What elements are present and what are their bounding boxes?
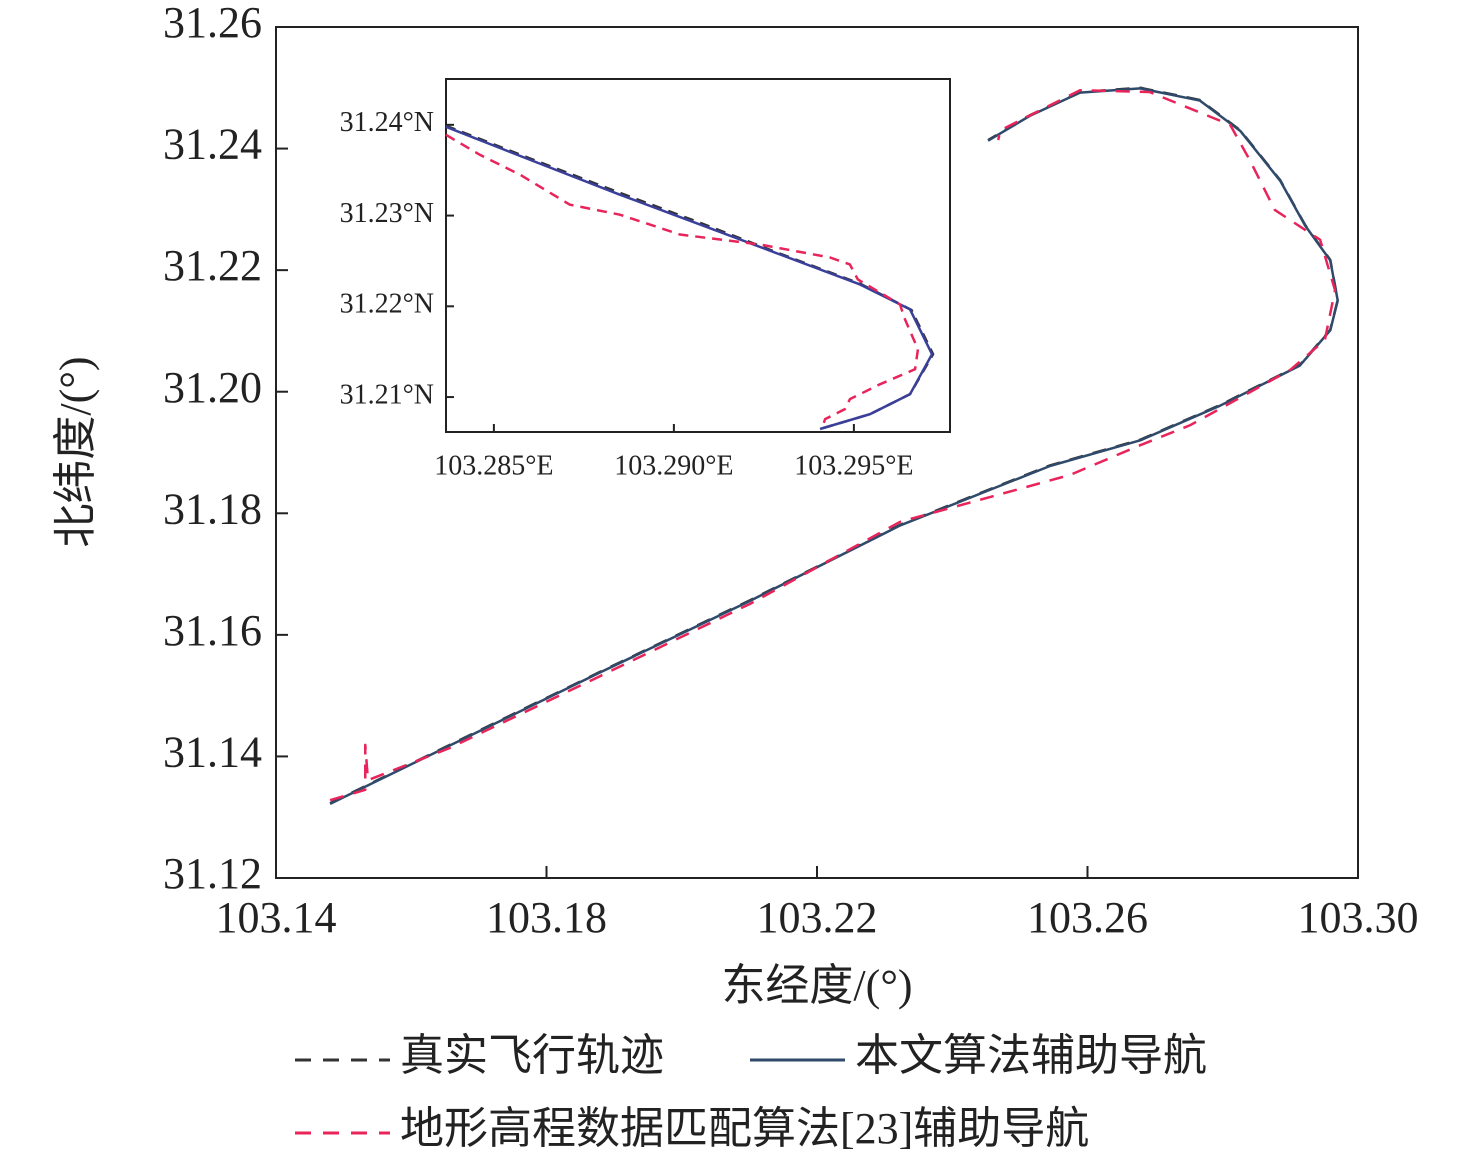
x-tick-label: 103.14: [216, 893, 337, 942]
x-tick-label: 103.18: [486, 893, 607, 942]
y-tick-label: 31.24: [163, 120, 262, 169]
x-tick-label: 103.295°E: [794, 450, 913, 481]
y-tick-label: 31.14: [163, 728, 262, 777]
x-tick-label: 103.30: [1298, 893, 1419, 942]
legend-label: 本文算法辅助导航: [855, 1031, 1207, 1080]
legend-label: 地形高程数据匹配算法[23]辅助导航: [400, 1104, 1089, 1153]
series-line: [445, 125, 934, 431]
y-tick-label: 31.18: [163, 484, 262, 533]
series-line: [329, 88, 1337, 802]
x-tick-label: 103.22: [757, 893, 878, 942]
x-tick-label: 103.290°E: [614, 450, 733, 481]
y-tick-label: 31.26: [163, 0, 262, 47]
y-tick-label: 31.16: [163, 606, 262, 655]
series-line: [445, 133, 920, 430]
y-tick-label: 31.23°N: [340, 198, 434, 229]
plot-frame: [445, 78, 951, 433]
x-tick-label: 103.26: [1027, 893, 1148, 942]
y-tick-label: 31.21°N: [340, 379, 434, 410]
legend-label: 真实飞行轨迹: [400, 1031, 664, 1080]
y-tick-label: 31.22°N: [340, 289, 434, 320]
y-tick-label: 31.12: [163, 849, 262, 898]
y-tick-label: 31.22: [163, 241, 262, 290]
y-axis-label: 北纬度/(°): [51, 356, 100, 547]
x-axis-label: 东经度/(°): [721, 961, 912, 1010]
y-tick-label: 31.20: [163, 363, 262, 412]
y-tick-label: 31.24°N: [340, 107, 434, 138]
series-line: [329, 87, 1339, 805]
x-tick-label: 103.285°E: [434, 450, 553, 481]
